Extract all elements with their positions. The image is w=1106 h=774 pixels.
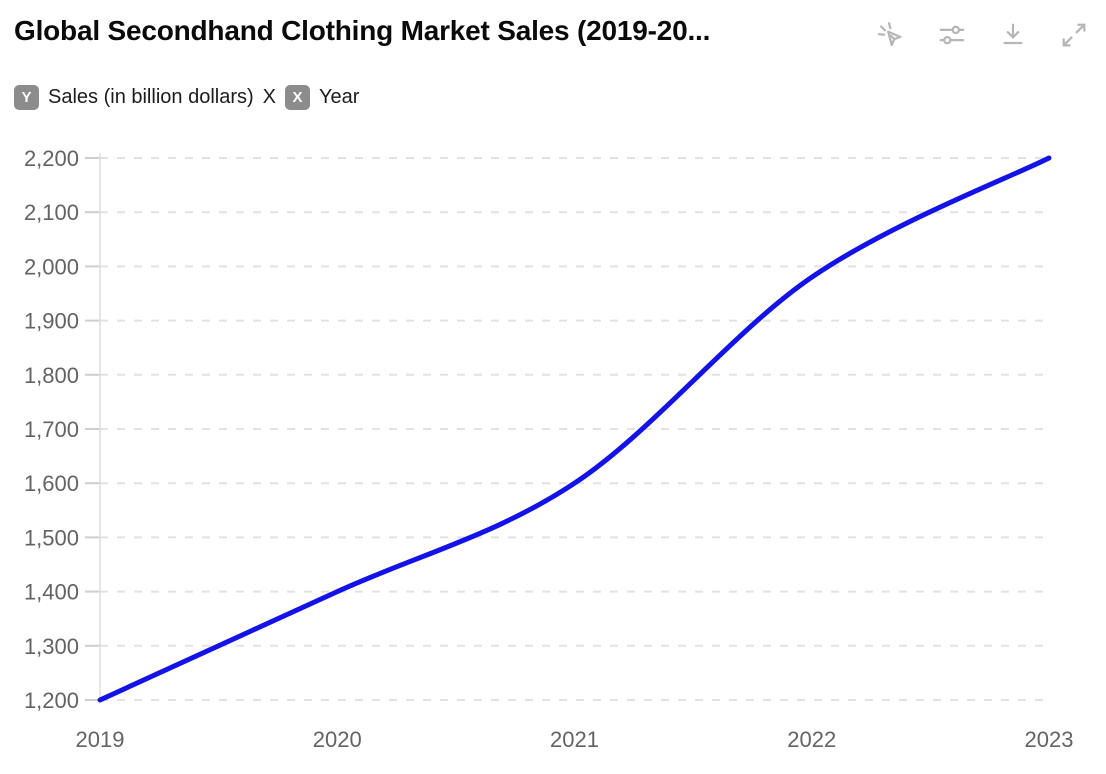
expand-icon <box>1062 23 1086 47</box>
y-tick-label: 1,300 <box>24 634 79 659</box>
y-tick-label: 1,700 <box>24 417 79 442</box>
settings-sliders-button[interactable] <box>936 19 968 51</box>
y-axis-badge: Y <box>14 85 39 110</box>
pointer-interact-icon <box>877 22 902 47</box>
series-line <box>97 155 1052 703</box>
y-tick-label: 1,400 <box>24 580 79 605</box>
y-tick-label: 2,000 <box>24 254 79 279</box>
x-axis-label: Year <box>319 86 360 108</box>
download-button[interactable] <box>997 19 1029 51</box>
y-tick-label: 1,500 <box>24 525 79 550</box>
header: Global Secondhand Clothing Market Sales … <box>14 12 1092 51</box>
y-axis-label: Sales (in billion dollars) <box>48 86 254 108</box>
expand-button[interactable] <box>1058 19 1090 51</box>
x-axis-badge: X <box>285 85 310 110</box>
y-tick-label: 2,200 <box>24 146 79 171</box>
x-tick-label: 2020 <box>313 727 362 752</box>
x-tick-label: 2023 <box>1025 727 1074 752</box>
x-tick-label: 2021 <box>550 727 599 752</box>
pointer-interact-button[interactable] <box>875 19 907 51</box>
download-icon <box>1003 23 1023 45</box>
y-tick-label: 1,900 <box>24 309 79 334</box>
y-tick-label: 1,600 <box>24 471 79 496</box>
sliders-icon <box>939 25 965 45</box>
y-tick-label: 1,800 <box>24 363 79 388</box>
axis-separator: X <box>262 86 276 108</box>
y-tick-label: 2,100 <box>24 200 79 225</box>
y-tick-label: 1,200 <box>24 688 79 713</box>
x-tick-label: 2019 <box>76 727 125 752</box>
toolbar <box>875 19 1090 51</box>
axis-legend: Y Sales (in billion dollars) X X Year <box>14 85 359 110</box>
x-tick-label: 2022 <box>787 727 836 752</box>
page-title: Global Secondhand Clothing Market Sales … <box>14 15 711 46</box>
